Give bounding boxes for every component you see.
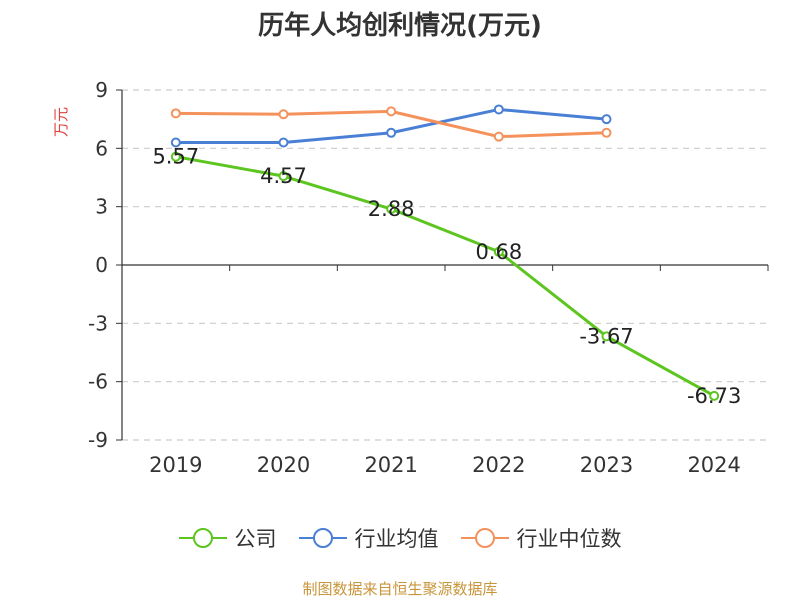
data-point	[601, 127, 612, 138]
grid	[122, 89, 768, 441]
x-tick-label: 2024	[687, 453, 740, 477]
x-tick-label: 2019	[149, 453, 202, 477]
data-point	[278, 171, 289, 182]
data-point	[386, 204, 397, 214]
data-point	[170, 108, 181, 119]
source-note: 制图数据来自恒生聚源数据库	[302, 580, 498, 598]
data-point	[170, 151, 181, 162]
legend-line-marker-icon	[460, 528, 509, 548]
chart: 历年人均创利情况(万元) 万元 9 6 3 0 -3 -6 -9 2019 2020 2021 20…	[52, 10, 769, 477]
data-point	[493, 104, 504, 115]
legend-label: 行业均值	[354, 527, 439, 551]
series-line	[175, 155, 715, 398]
series	[170, 104, 720, 401]
data-point	[170, 137, 181, 148]
chart-title: 历年人均创利情况(万元)	[258, 10, 542, 41]
axes: 9 6 3 0 -3 -6 -9 2019 2020 2021 2022 2023 2024	[88, 78, 769, 477]
y-tick-label: 0	[95, 253, 108, 277]
data-point	[278, 109, 289, 120]
legend-item-industry-mean[interactable]: 行业均值	[298, 523, 439, 553]
y-tick-label: 6	[95, 136, 108, 160]
y-tick-label: 9	[95, 78, 108, 102]
x-tick-label: 2020	[257, 453, 310, 477]
legend-line-marker-icon	[298, 528, 347, 548]
data-label: 2.88	[368, 197, 415, 221]
legend-item-company[interactable]: 公司	[178, 523, 277, 553]
y-tick-label: -6	[88, 370, 108, 394]
data-point	[386, 127, 397, 138]
legend: 公司 行业均值 行业中位数	[0, 520, 800, 556]
y-axis-label: 万元	[52, 107, 70, 137]
data-point	[709, 390, 720, 401]
y-tick-label: -9	[88, 428, 108, 452]
data-point	[493, 246, 504, 257]
data-labels: 5.57 4.57 2.88 0.68 -3.67 -6.73	[152, 145, 741, 408]
x-tick-label: 2023	[580, 453, 633, 477]
data-point	[601, 114, 612, 125]
data-label: 4.57	[260, 164, 307, 188]
data-label: -3.67	[579, 324, 633, 348]
x-tick-label: 2022	[472, 453, 525, 477]
legend-label: 行业中位数	[516, 527, 622, 551]
y-tick-label: -3	[88, 311, 108, 335]
data-label: 0.68	[475, 240, 522, 264]
data-point	[601, 331, 612, 342]
legend-label: 公司	[234, 527, 277, 551]
data-point	[278, 137, 289, 148]
legend-line-marker-icon	[178, 528, 227, 548]
data-label: -6.73	[687, 384, 741, 408]
data-label: 5.57	[152, 145, 199, 169]
legend-item-industry-median[interactable]: 行业中位数	[460, 523, 622, 553]
x-tick-label: 2021	[364, 453, 417, 477]
data-point	[493, 131, 504, 142]
y-tick-label: 3	[95, 195, 108, 219]
data-point	[386, 106, 397, 117]
